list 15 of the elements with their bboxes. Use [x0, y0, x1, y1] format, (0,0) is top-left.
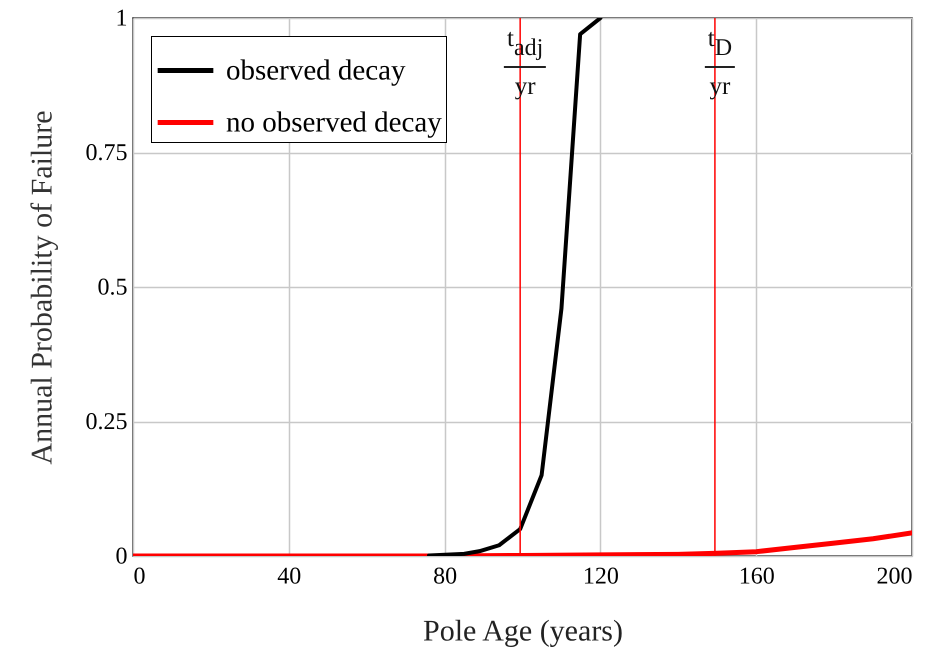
legend-label: no observed decay: [226, 106, 442, 138]
y-tick-label: 0.25: [86, 409, 128, 435]
x-tick-label: 0: [134, 564, 146, 590]
y-tick-label: 1: [116, 6, 128, 32]
x-tick-label: 120: [582, 564, 619, 590]
x-tick-label: 80: [433, 564, 458, 590]
legend-label: observed decay: [226, 54, 406, 86]
x-axis-title: Pole Age (years): [423, 614, 623, 648]
y-tick-label: 0.75: [86, 140, 128, 166]
x-tick-label: 200: [876, 564, 912, 590]
x-tick-label: 40: [277, 564, 302, 590]
x-tick-label: 160: [738, 564, 775, 590]
y-tick-label: 0.5: [98, 274, 128, 300]
y-axis-title: Annual Probability of Failure: [26, 110, 58, 465]
y-tick-label: 0: [116, 544, 128, 570]
